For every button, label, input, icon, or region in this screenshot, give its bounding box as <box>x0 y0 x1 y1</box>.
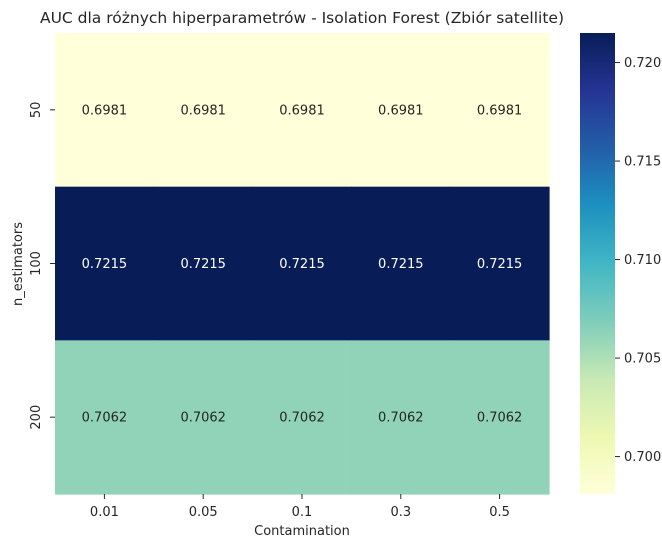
y-tick-label: 200 <box>29 405 44 430</box>
heatmap-cells <box>55 33 550 495</box>
heatmap-cell-label: 0.6981 <box>279 103 325 118</box>
y-tick-label: 100 <box>29 251 44 276</box>
colorbar-tick-label: 0.700 <box>624 450 661 465</box>
x-tick-label: 0.5 <box>489 505 510 520</box>
x-axis-label: Contamination <box>254 524 350 539</box>
heatmap-cell-label: 0.7062 <box>378 411 424 426</box>
y-axis-ticks: 50 100 200 <box>29 102 55 430</box>
x-tick-label: 0.1 <box>292 505 313 520</box>
colorbar-tick-label: 0.705 <box>624 352 661 367</box>
y-axis-label: n_estimators <box>11 222 26 306</box>
heatmap-cell <box>153 340 254 495</box>
y-tick-label: 50 <box>29 102 44 119</box>
heatmap-cell <box>450 33 550 188</box>
heatmap-cell <box>252 340 352 495</box>
x-tick-label: 0.3 <box>390 505 411 520</box>
x-tick-label: 0.01 <box>90 505 119 520</box>
heatmap-cell-label: 0.7215 <box>82 257 128 272</box>
heatmap-cell-label: 0.7062 <box>477 411 523 426</box>
heatmap-cell-label: 0.6981 <box>82 103 128 118</box>
heatmap-cell <box>55 33 155 188</box>
heatmap-cell <box>55 340 155 495</box>
heatmap-cell-label: 0.7062 <box>279 411 325 426</box>
heatmap-cell-label: 0.7062 <box>82 411 128 426</box>
heatmap-cell <box>153 186 254 341</box>
x-axis-ticks: 0.01 0.05 0.1 0.3 0.5 <box>90 494 510 520</box>
heatmap-cell-label: 0.7215 <box>378 257 424 272</box>
colorbar-tick-label: 0.720 <box>624 56 661 71</box>
chart-title: AUC dla różnych hiperparametrów - Isolat… <box>40 9 564 27</box>
heatmap-cell-label: 0.7215 <box>180 257 226 272</box>
heatmap-cell <box>351 186 451 341</box>
heatmap-cell <box>55 186 155 341</box>
heatmap-cell-label: 0.6981 <box>477 103 523 118</box>
heatmap-cell-label: 0.7215 <box>279 257 325 272</box>
colorbar-ticks: 0.700 0.705 0.710 0.715 0.720 <box>615 56 661 465</box>
heatmap-cell <box>153 33 254 188</box>
colorbar-tick-label: 0.710 <box>624 253 661 268</box>
heatmap-cell-label: 0.7215 <box>477 257 523 272</box>
colorbar-tick-label: 0.715 <box>624 155 661 170</box>
heatmap-cell-label: 0.7062 <box>180 411 226 426</box>
heatmap-cell <box>450 340 550 495</box>
heatmap-cell <box>252 186 352 341</box>
heatmap-cell-label: 0.6981 <box>378 103 424 118</box>
colorbar <box>580 33 615 494</box>
heatmap-cell <box>351 33 451 188</box>
heatmap-cell <box>351 340 451 495</box>
x-tick-label: 0.05 <box>189 505 218 520</box>
heatmap-cell <box>252 33 352 188</box>
heatmap-cell-label: 0.6981 <box>180 103 226 118</box>
heatmap-cell-labels: 0.6981 0.6981 0.6981 0.6981 0.6981 0.7215 0.72… <box>82 103 523 425</box>
heatmap-cell <box>450 186 550 341</box>
